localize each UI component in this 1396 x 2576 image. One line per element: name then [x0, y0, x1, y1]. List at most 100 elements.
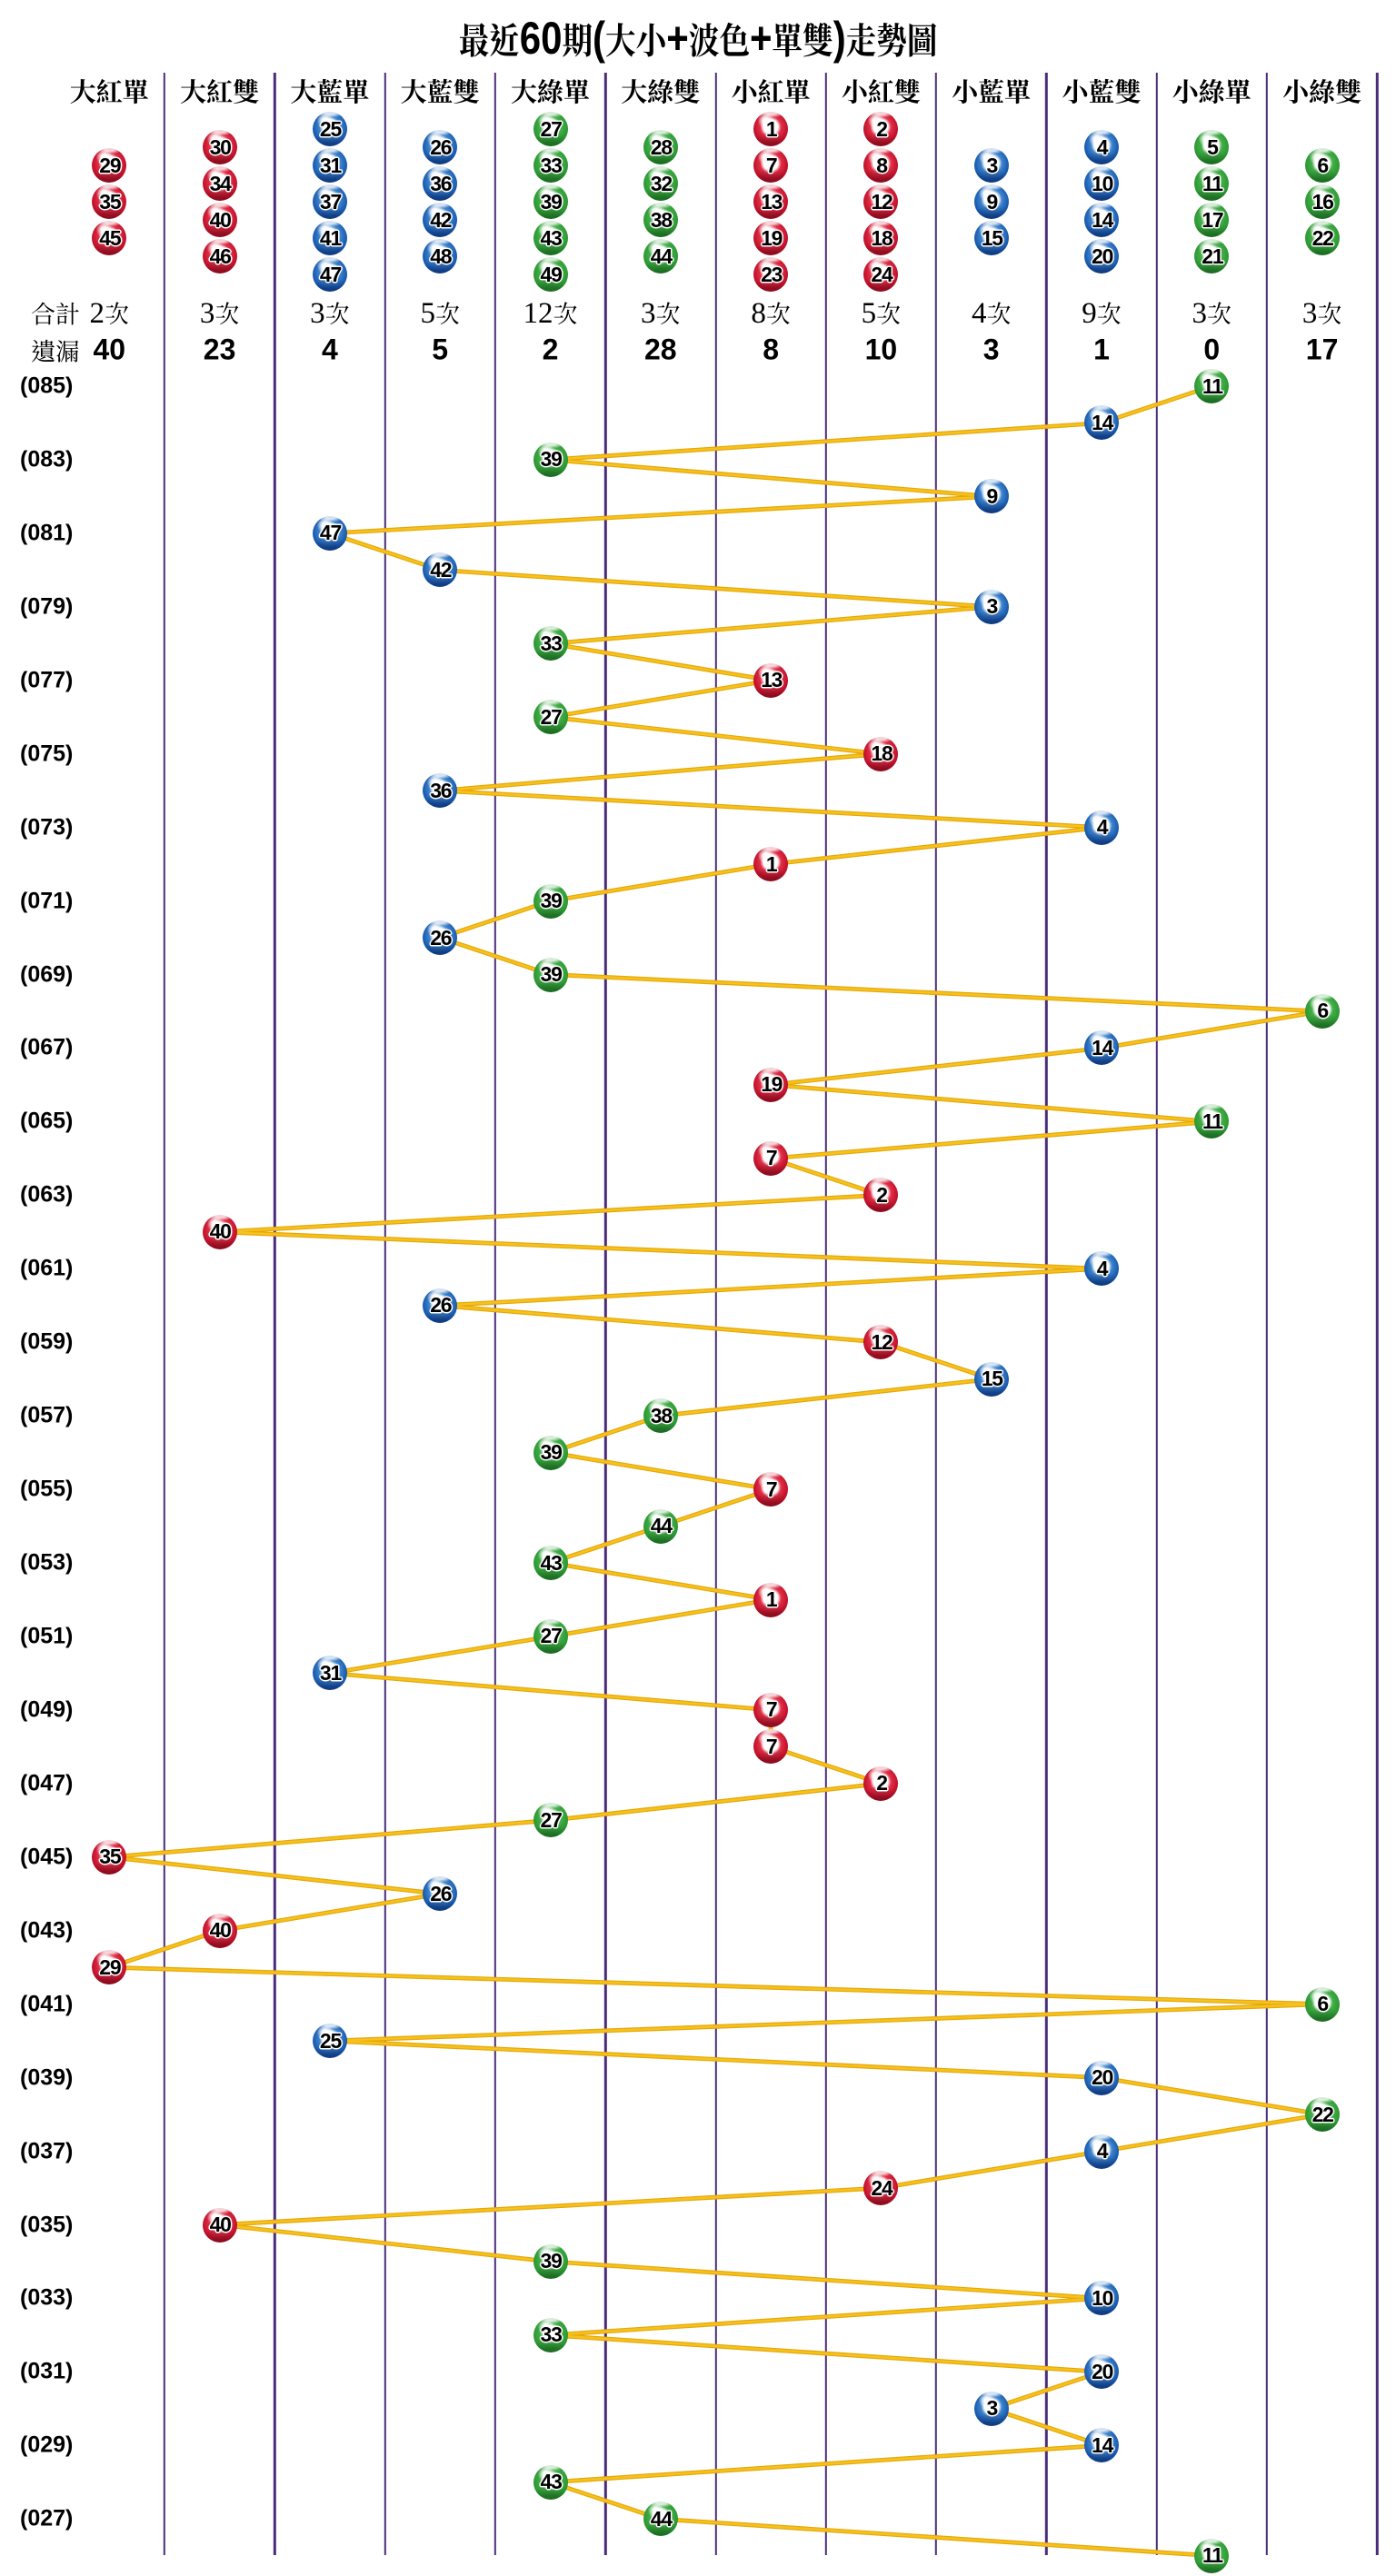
total-count-number: 5 [420, 297, 435, 330]
palette-ball-number: 30 [209, 134, 232, 159]
palette-ball-number: 18 [871, 225, 892, 250]
total-count-unit: 次 [553, 294, 578, 330]
chart-ball-number: 29 [99, 1954, 121, 1979]
chart-ball-085: 11 [1194, 369, 1230, 403]
palette-ball-number: 14 [1092, 207, 1113, 232]
miss-count-2: 23 [203, 333, 236, 366]
palette-ball-number: 10 [1092, 171, 1113, 195]
palette-ball-number: 11 [1202, 171, 1223, 195]
palette-ball-number: 23 [761, 262, 783, 286]
total-count-unit: 次 [214, 294, 240, 330]
total-count-number: 3 [199, 297, 215, 330]
column-separator-line [1376, 73, 1379, 2555]
palette-ball-19: 19 [753, 221, 789, 255]
palette-ball-49: 49 [533, 257, 568, 292]
chart-ball-053: 43 [533, 1546, 568, 1581]
palette-ball-number: 42 [430, 207, 452, 232]
period-label-077: (077) [20, 667, 74, 693]
miss-count-11: 0 [1203, 333, 1221, 366]
chart-ball-076: 27 [533, 700, 568, 735]
chart-ball-number: 1 [765, 1587, 778, 1611]
total-count-unit: 次 [1317, 294, 1342, 330]
miss-count-8: 10 [864, 333, 898, 366]
miss-count-3: 4 [321, 333, 338, 366]
chart-ball-number: 9 [986, 483, 998, 508]
period-label-049: (049) [20, 1696, 74, 1723]
palette-ball-number: 32 [650, 171, 673, 195]
chart-ball-082: 9 [973, 479, 1009, 514]
palette-ball-number: 25 [319, 116, 342, 141]
miss-count-7: 8 [763, 333, 779, 366]
palette-ball-33: 33 [533, 148, 568, 183]
chart-ball-number: 4 [1096, 1256, 1109, 1280]
palette-ball-13: 13 [753, 184, 789, 219]
chart-ball-040: 25 [312, 2024, 347, 2059]
chart-ball-number: 36 [430, 778, 452, 802]
chart-ball-028: 43 [533, 2464, 568, 2500]
chart-ball-number: 40 [209, 2213, 232, 2236]
period-label-071: (071) [20, 888, 74, 914]
chart-ball-number: 13 [761, 668, 783, 692]
chart-ball-number: 7 [765, 1146, 778, 1170]
chart-ball-number: 7 [765, 1477, 778, 1501]
palette-ball-7: 7 [753, 148, 789, 183]
chart-ball-045: 35 [92, 1839, 127, 1875]
palette-ball-25: 25 [312, 112, 347, 146]
palette-ball-number: 21 [1202, 244, 1223, 268]
palette-ball-45: 45 [92, 221, 127, 255]
period-label-041: (041) [20, 1991, 74, 2017]
period-label-083: (083) [20, 446, 74, 472]
total-count-unit: 次 [324, 294, 350, 330]
chart-ball-056: 39 [533, 1435, 568, 1470]
chart-ball-number: 12 [871, 1329, 892, 1354]
column-separator-line [163, 73, 166, 2555]
miss-count-4: 5 [432, 333, 449, 366]
chart-ball-046: 27 [533, 1803, 568, 1838]
chart-ball-083: 39 [533, 442, 568, 477]
total-count-6: 3次 [641, 294, 681, 331]
chart-ball-060: 26 [423, 1288, 458, 1323]
palette-ball-26: 26 [423, 130, 458, 164]
chart-ball-050: 31 [312, 1656, 347, 1691]
total-count-9: 4次 [972, 294, 1012, 331]
palette-ball-number: 16 [1311, 189, 1334, 214]
chart-ball-027: 44 [643, 2501, 678, 2537]
palette-ball-2: 2 [863, 112, 899, 146]
palette-ball-18: 18 [863, 221, 899, 255]
palette-ball-number: 17 [1202, 207, 1223, 232]
column-separator-line [274, 73, 276, 2555]
total-count-number: 3 [1192, 297, 1208, 330]
palette-ball-34: 34 [202, 166, 237, 201]
chart-ball-030: 3 [973, 2391, 1009, 2426]
period-label-055: (055) [20, 1476, 74, 1502]
palette-ball-22: 22 [1304, 221, 1340, 255]
chart-ball-071: 39 [533, 883, 568, 919]
chart-ball-number: 43 [540, 2470, 563, 2494]
total-count-5: 12次 [524, 294, 578, 331]
palette-ball-8: 8 [863, 148, 899, 183]
palette-ball-17: 17 [1194, 203, 1230, 237]
palette-ball-31: 31 [312, 148, 347, 183]
palette-ball-41: 41 [312, 221, 347, 255]
miss-row-label: 遺漏 [31, 332, 80, 368]
palette-ball-48: 48 [423, 239, 458, 274]
chart-ball-number: 3 [986, 2396, 998, 2421]
chart-ball-number: 14 [1092, 2432, 1113, 2457]
chart-ball-084: 14 [1084, 405, 1119, 441]
chart-ball-039: 20 [1084, 2060, 1119, 2095]
chart-ball-number: 39 [540, 1440, 563, 1465]
chart-ball-number: 24 [871, 2175, 892, 2200]
chart-ball-059: 12 [863, 1325, 899, 1360]
total-count-number: 12 [523, 297, 553, 330]
palette-ball-number: 15 [981, 225, 1003, 250]
title-latin-run: ( [593, 13, 606, 64]
palette-ball-1: 1 [753, 112, 789, 146]
column-separator-line [494, 73, 497, 2555]
chart-ball-061: 4 [1084, 1251, 1119, 1287]
palette-ball-6: 6 [1304, 148, 1340, 183]
column-header-8: 小紅雙 [841, 72, 921, 110]
palette-ball-number: 9 [986, 189, 998, 214]
chart-ball-054: 44 [643, 1508, 678, 1544]
palette-ball-4: 4 [1084, 130, 1119, 164]
column-separator-line [1045, 73, 1048, 2555]
